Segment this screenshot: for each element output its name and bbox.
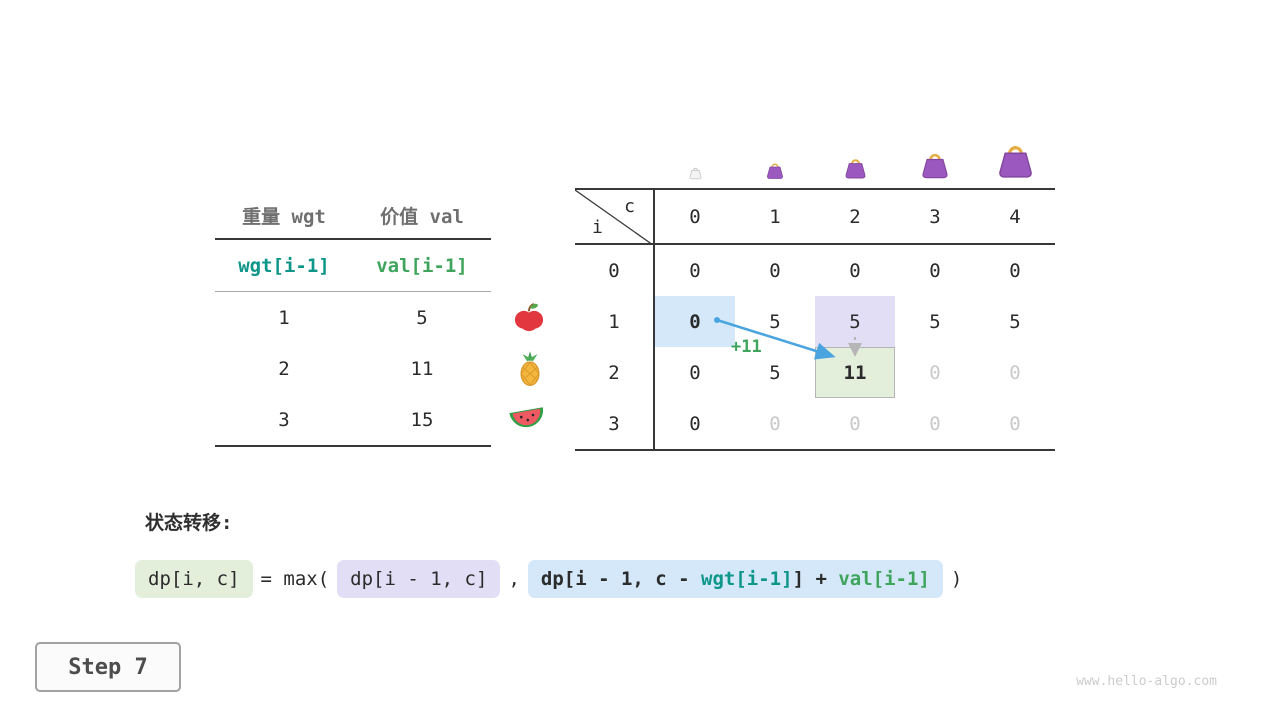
dp-cell: 0 bbox=[689, 361, 701, 384]
bags-row bbox=[655, 130, 1055, 184]
formula-lhs-chip: dp[i, c] bbox=[135, 560, 253, 598]
formula-close-paren: ) bbox=[950, 568, 963, 590]
pineapple-icon bbox=[516, 351, 544, 391]
dp-col-header: 4 bbox=[1009, 205, 1021, 228]
dp-cell: 0 bbox=[1009, 259, 1021, 282]
formula-opt2-prefix: dp[i - 1, c - bbox=[540, 568, 702, 590]
dp-col-header-row: 0 1 2 3 4 bbox=[655, 190, 1055, 243]
items-header-val: 价值 val bbox=[380, 205, 464, 228]
dp-header-row: c i 0 1 2 3 4 bbox=[575, 190, 1055, 245]
items-formula-val: val[i-1] bbox=[376, 254, 468, 277]
items-table-cell: 11 bbox=[410, 357, 434, 380]
section-title: 状态转移: bbox=[145, 512, 233, 534]
dp-cell: 0 bbox=[929, 361, 941, 384]
state-transition-formula: dp[i, c] = max( dp[i - 1, c] , dp[i - 1,… bbox=[135, 560, 970, 598]
corner-label-i: i bbox=[592, 217, 603, 238]
dp-cell: 5 bbox=[929, 310, 941, 333]
bag-icon-ghost bbox=[655, 130, 735, 184]
dp-row-header: 0 bbox=[575, 245, 655, 296]
corner-diagonal-line bbox=[575, 190, 653, 245]
items-table-row: 3 15 bbox=[215, 394, 491, 445]
bag-icon-3 bbox=[895, 130, 975, 184]
step-badge: Step 7 bbox=[35, 642, 181, 692]
bag-icon-4 bbox=[975, 130, 1055, 184]
dp-cell: 0 bbox=[689, 412, 701, 435]
dp-cell: 11 bbox=[815, 347, 895, 398]
watermark: www.hello-algo.com bbox=[1076, 674, 1217, 689]
dp-row-header: 1 bbox=[575, 296, 655, 347]
items-header-wgt: 重量 wgt bbox=[242, 205, 326, 228]
dp-col-header: 1 bbox=[769, 205, 781, 228]
items-table: 重量 wgt 价值 val wgt[i-1] val[i-1] 1 5 2 11 3 15 bbox=[215, 192, 491, 447]
dp-cell: 0 bbox=[849, 412, 861, 435]
dp-row-header: 3 bbox=[575, 398, 655, 449]
formula-option1-chip: dp[i - 1, c] bbox=[337, 560, 501, 598]
dp-col-header: 3 bbox=[929, 205, 941, 228]
formula-eq-max: = max( bbox=[260, 568, 330, 590]
dp-table-row: 2 0 5 11 0 0 bbox=[575, 347, 1055, 398]
dp-cell: 0 bbox=[1009, 412, 1021, 435]
dp-cell: 0 bbox=[849, 259, 861, 282]
watermelon-icon bbox=[508, 403, 549, 439]
items-formula-row: wgt[i-1] val[i-1] bbox=[215, 240, 491, 292]
dp-row-header: 2 bbox=[575, 347, 655, 398]
items-table-cell: 2 bbox=[278, 357, 290, 380]
dp-cell: 0 bbox=[769, 259, 781, 282]
dp-cell: 0 bbox=[655, 296, 735, 347]
dp-table-row: 0 0 0 0 0 0 bbox=[575, 245, 1055, 296]
dp-cell: 5 bbox=[769, 361, 781, 384]
formula-option2-chip: dp[i - 1, c - wgt[i-1]] + val[i-1] bbox=[527, 560, 943, 598]
bag-icon-2 bbox=[815, 130, 895, 184]
dp-cell: 5 bbox=[815, 296, 895, 347]
dp-cell: 0 bbox=[929, 259, 941, 282]
dp-cell: 5 bbox=[1009, 310, 1021, 333]
formula-opt2-wgt: wgt[i-1] bbox=[701, 568, 793, 590]
items-table-cell: 15 bbox=[410, 408, 434, 431]
items-formula-wgt: wgt[i-1] bbox=[238, 254, 330, 277]
items-table-rows: 1 5 2 11 3 15 bbox=[215, 292, 491, 445]
items-table-cell: 5 bbox=[416, 306, 428, 329]
dp-cell: 0 bbox=[769, 412, 781, 435]
dp-cell: 0 bbox=[929, 412, 941, 435]
formula-opt2-val: val[i-1] bbox=[838, 568, 930, 590]
dp-table-body: 0 0 0 0 0 0 1 0 5 5 5 5 2 0 5 11 0 0 3 0 0 0 0 0 bbox=[575, 245, 1055, 449]
formula-opt2-mid: ] + bbox=[792, 568, 839, 590]
dp-col-header: 2 bbox=[849, 205, 861, 228]
transition-value-label: +11 bbox=[731, 337, 762, 357]
dp-col-header: 0 bbox=[689, 205, 701, 228]
items-table-row: 2 11 bbox=[215, 343, 491, 394]
apple-icon bbox=[514, 302, 544, 336]
dp-corner-cell: c i bbox=[575, 190, 655, 245]
items-table-cell: 3 bbox=[278, 408, 290, 431]
dp-table-row: 3 0 0 0 0 0 bbox=[575, 398, 1055, 449]
corner-label-c: c bbox=[624, 196, 635, 217]
formula-comma: , bbox=[508, 568, 520, 590]
dp-cell: 0 bbox=[1009, 361, 1021, 384]
items-table-cell: 1 bbox=[278, 306, 290, 329]
items-table-header: 重量 wgt 价值 val bbox=[215, 192, 491, 240]
dp-cell: 0 bbox=[689, 259, 701, 282]
bag-icon-1 bbox=[735, 130, 815, 184]
